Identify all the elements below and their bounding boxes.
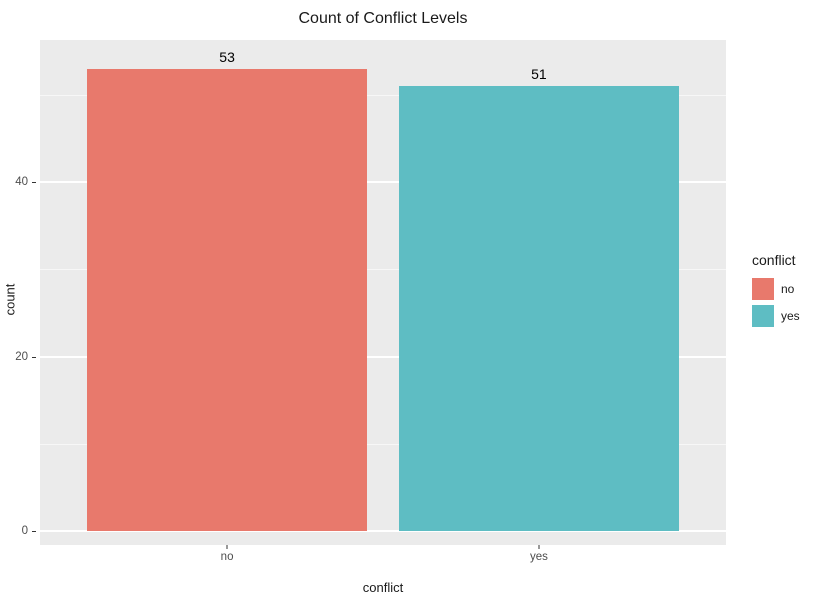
gridline-major-20 — [40, 355, 726, 358]
legend-swatch-yes — [752, 305, 774, 327]
gridline-minor-10 — [40, 443, 726, 445]
plot-panel: 53 51 — [40, 40, 726, 545]
chart-title: Count of Conflict Levels — [298, 10, 468, 27]
x-tick-label-yes: yes — [529, 551, 548, 563]
bar-value-label-no: 53 — [219, 48, 235, 65]
y-tick-mark-0 — [32, 531, 36, 532]
y-tick-label-0: 0 — [21, 525, 28, 537]
bar-no: 53 — [86, 49, 368, 531]
y-axis-ticks: 0 20 40 — [0, 40, 36, 545]
gridline-major-0 — [40, 530, 726, 532]
legend-swatch-no — [752, 278, 774, 300]
bar-yes: 51 — [398, 66, 680, 531]
y-tick-mark-40 — [32, 182, 36, 184]
gridline-minor-50 — [40, 94, 726, 96]
legend-entry-no: no — [752, 278, 834, 300]
gridline-major-40 — [40, 181, 726, 184]
x-tick-mark-no — [226, 545, 228, 549]
y-tick-label-40: 40 — [15, 176, 28, 189]
legend: conflict no yes — [752, 252, 834, 332]
x-tick-mark-yes — [538, 545, 540, 549]
legend-title: conflict — [752, 252, 796, 268]
x-axis-ticks: no yes — [40, 545, 726, 567]
gridline-minor-30 — [40, 269, 726, 271]
y-tick-label-20: 20 — [15, 350, 28, 363]
legend-entries: no yes — [752, 278, 834, 327]
legend-entry-yes: yes — [752, 305, 834, 327]
y-tick-mark-20 — [32, 356, 36, 358]
x-axis-title: conflict — [362, 580, 404, 595]
bar-value-label-yes: 51 — [531, 66, 547, 83]
x-tick-label-no: no — [220, 551, 234, 563]
legend-label-no: no — [781, 282, 795, 296]
legend-label-yes: yes — [781, 309, 800, 323]
